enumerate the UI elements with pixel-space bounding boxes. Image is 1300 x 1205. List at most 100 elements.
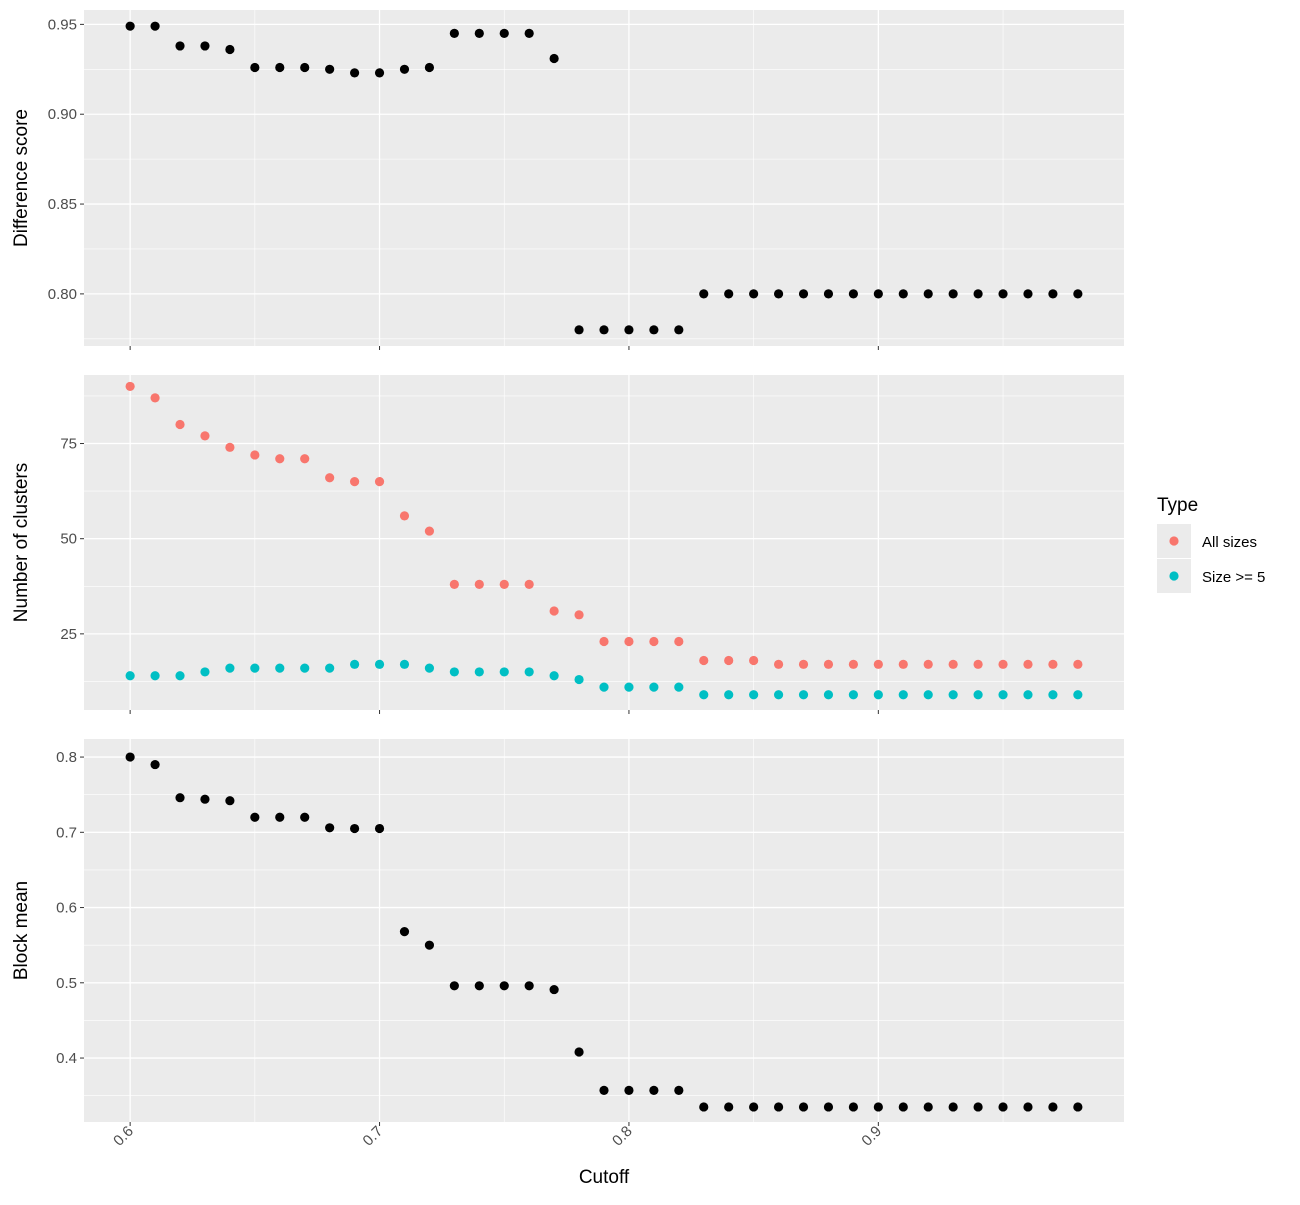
data-point — [674, 1085, 684, 1095]
data-point-all-sizes — [449, 579, 459, 589]
data-point-all-sizes — [1023, 659, 1033, 669]
data-point — [973, 1102, 983, 1112]
data-point — [150, 21, 160, 31]
data-point-size-5 — [225, 663, 235, 673]
data-point — [898, 1102, 908, 1112]
y-tick-label: 0.95 — [48, 16, 77, 33]
data-point — [474, 981, 484, 991]
data-point — [225, 796, 235, 806]
data-point-size-5 — [175, 671, 185, 681]
data-point — [1073, 289, 1083, 299]
data-point-all-sizes — [424, 526, 435, 536]
data-point-all-sizes — [773, 659, 784, 669]
data-point-size-5 — [699, 690, 709, 700]
data-point-size-5 — [1023, 690, 1033, 700]
data-point-all-sizes — [973, 659, 983, 669]
data-point-all-sizes — [225, 442, 235, 452]
data-point-all-sizes — [325, 473, 335, 483]
data-point-all-sizes — [749, 655, 759, 666]
data-point-all-sizes — [923, 659, 933, 669]
data-point — [823, 289, 834, 299]
data-point — [1023, 289, 1033, 299]
legend: Type All sizes Size >= 5 — [1157, 495, 1265, 593]
data-point — [125, 21, 135, 31]
data-point — [798, 1102, 809, 1112]
data-point — [674, 325, 684, 335]
legend-title: Type — [1157, 495, 1198, 516]
data-point-all-sizes — [1048, 659, 1058, 669]
data-point — [349, 68, 360, 78]
data-point — [848, 289, 859, 299]
data-point-all-sizes — [399, 511, 410, 521]
data-point-size-5 — [848, 690, 859, 700]
data-point — [125, 752, 135, 762]
panel-middle: 25 50 75 Number of clusters — [11, 375, 1124, 714]
data-point-all-sizes — [948, 659, 958, 669]
data-point — [200, 41, 210, 51]
data-point-size-5 — [998, 690, 1008, 700]
data-point-size-5 — [674, 682, 684, 692]
data-point-size-5 — [250, 663, 260, 673]
data-point — [424, 940, 435, 950]
data-point-size-5 — [724, 690, 734, 700]
data-point-all-sizes — [724, 655, 734, 666]
data-point — [200, 794, 210, 804]
data-point — [948, 289, 958, 299]
data-point — [823, 1102, 834, 1112]
data-point-all-sizes — [499, 579, 509, 589]
y-tick-label: 0.5 — [56, 975, 77, 992]
data-point-all-sizes — [175, 419, 185, 430]
data-point — [349, 823, 360, 834]
data-point — [424, 62, 435, 73]
data-point — [250, 812, 260, 822]
legend-marker — [1169, 536, 1179, 546]
data-point-size-5 — [499, 667, 509, 677]
data-point-size-5 — [823, 690, 834, 700]
data-point-size-5 — [474, 667, 484, 677]
legend-label: Size >= 5 — [1202, 569, 1265, 586]
data-point-all-sizes — [699, 655, 709, 666]
data-point-all-sizes — [524, 579, 534, 589]
data-point — [1023, 1102, 1033, 1112]
y-tick-label: 75 — [60, 436, 77, 453]
data-point — [1048, 289, 1058, 299]
data-point-all-sizes — [549, 606, 559, 616]
data-point-size-5 — [749, 690, 759, 700]
data-point-size-5 — [374, 659, 385, 669]
data-point — [699, 1102, 709, 1112]
legend-marker — [1169, 571, 1179, 581]
data-point-size-5 — [624, 682, 634, 692]
data-point-all-sizes — [624, 636, 634, 647]
data-point — [399, 64, 410, 74]
data-point — [873, 289, 883, 299]
data-point — [549, 984, 559, 995]
data-point-all-sizes — [200, 431, 210, 441]
data-point — [798, 289, 809, 299]
data-point — [998, 289, 1008, 299]
data-point — [175, 41, 185, 51]
data-point-size-5 — [574, 674, 584, 685]
data-point-size-5 — [325, 663, 335, 673]
data-point-size-5 — [923, 690, 933, 700]
data-point-size-5 — [973, 690, 983, 700]
y-axis-title: Difference score — [11, 109, 32, 247]
data-point — [773, 1102, 784, 1112]
data-point — [649, 325, 659, 335]
data-point-all-sizes — [873, 659, 883, 669]
data-point-all-sizes — [848, 659, 859, 669]
data-point-all-sizes — [250, 450, 260, 460]
data-point — [374, 68, 385, 78]
y-tick-label: 0.85 — [48, 196, 77, 213]
data-point — [474, 28, 484, 38]
y-tick-label: 50 — [60, 531, 77, 548]
data-point-all-sizes — [300, 454, 310, 464]
data-point — [300, 812, 310, 822]
panel-background — [84, 10, 1124, 346]
data-point-size-5 — [300, 663, 310, 673]
data-point — [325, 823, 335, 833]
data-point-size-5 — [200, 667, 210, 677]
data-point-all-sizes — [898, 659, 908, 669]
data-point-all-sizes — [275, 454, 285, 464]
y-tick-label: 25 — [60, 626, 77, 643]
